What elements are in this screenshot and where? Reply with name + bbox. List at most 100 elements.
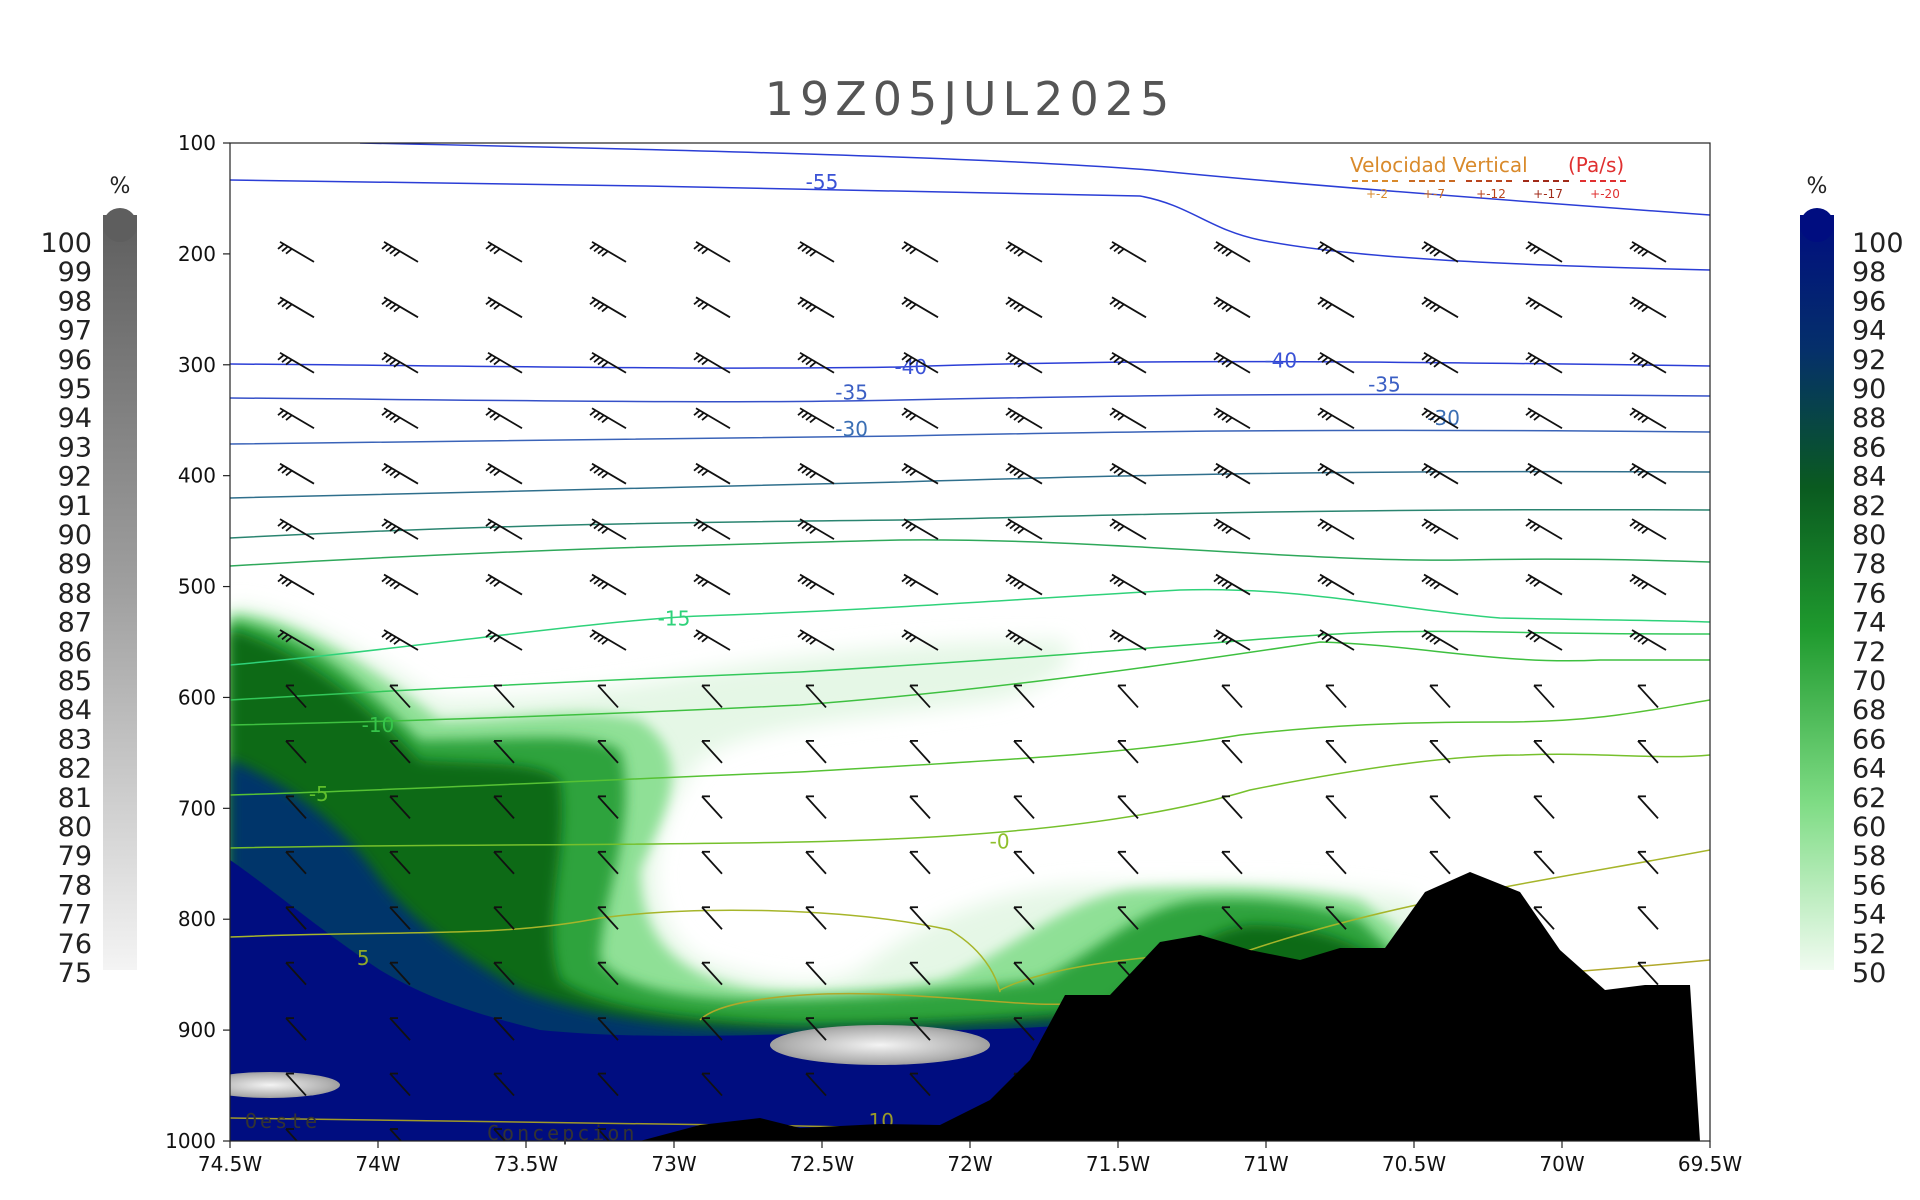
wind-barb: [1117, 850, 1139, 875]
wind-barb: [381, 629, 419, 651]
left-colorbar-label: 94: [58, 403, 92, 434]
wind-barb: [285, 906, 307, 930]
wind-barb: [589, 296, 627, 319]
wind-barb: [693, 573, 731, 596]
wind-barb: [701, 684, 723, 709]
place-label-oeste: Oeste: [245, 1109, 320, 1133]
right-colorbar-label: 70: [1852, 666, 1886, 697]
wind-barb: [1013, 684, 1035, 709]
wind-barb: [381, 573, 419, 596]
wind-barb: [1109, 518, 1147, 540]
wind-barb: [277, 518, 315, 540]
wind-barb: [901, 296, 939, 319]
wind-barb: [901, 629, 939, 651]
wind-barb: [1637, 684, 1659, 709]
wind-barb: [701, 795, 723, 819]
wind-barb: [1421, 352, 1459, 374]
wind-barb: [285, 961, 307, 986]
wind-barb: [805, 961, 827, 986]
contour-label: -10: [362, 713, 395, 737]
left-colorbar-label: 86: [58, 637, 92, 668]
wind-barb: [485, 241, 523, 263]
wind-barb: [797, 518, 835, 540]
left-colorbar-label: 78: [58, 870, 92, 901]
right-colorbar-label: 92: [1852, 345, 1886, 376]
right-colorbar: % 10098969492908886848280787674727068666…: [1800, 174, 1904, 989]
contour-label: -30: [835, 417, 868, 441]
right-colorbar-label: 50: [1852, 958, 1886, 989]
right-colorbar-label: 80: [1852, 520, 1886, 551]
wind-barb: [1317, 573, 1355, 596]
wind-barb: [1013, 906, 1035, 930]
wind-barb: [1213, 573, 1251, 596]
wind-barb: [1013, 739, 1035, 764]
wind-barb: [701, 850, 723, 875]
wind-barb: [1213, 352, 1251, 374]
left-colorbar-label: 98: [58, 286, 92, 317]
wind-barb: [389, 739, 411, 764]
wind-barb: [277, 241, 315, 263]
wind-barb: [277, 573, 315, 596]
wind-barb: [805, 739, 827, 764]
wind-barb: [797, 352, 835, 374]
right-colorbar-label: 84: [1852, 462, 1886, 493]
right-colorbar-label: 94: [1852, 316, 1886, 347]
wind-barb: [693, 407, 731, 429]
vertical-velocity-unit: (Pa/s): [1568, 153, 1624, 177]
wind-barb: [805, 795, 827, 819]
wind-barb: [901, 241, 939, 263]
wind-barb: [1221, 906, 1243, 930]
wind-barb: [485, 352, 523, 374]
wind-barb: [1629, 462, 1667, 485]
wind-barb: [1325, 906, 1347, 930]
wind-barb: [1317, 518, 1355, 540]
wind-barb: [493, 1072, 515, 1097]
wind-barb: [901, 573, 939, 596]
wind-barb: [285, 684, 307, 709]
contour-label: -15: [658, 607, 691, 631]
wind-barb: [1213, 518, 1251, 540]
wind-barb: [701, 906, 723, 930]
wind-barb: [597, 795, 619, 819]
x-axis: 74.5W 74W 73.5W 73W 72.5W 72W 71.5W 71W 70.5W 70W…: [198, 1141, 1742, 1176]
x-tick-label: 71W: [1243, 1152, 1288, 1176]
wind-barb: [1013, 1017, 1035, 1041]
wind-barb: [589, 518, 627, 540]
wind-barb: [901, 407, 939, 429]
left-colorbar-label: 80: [58, 812, 92, 843]
wind-barb: [1005, 352, 1043, 374]
wind-barb: [1325, 684, 1347, 709]
y-tick-label: 200: [178, 242, 216, 266]
wind-barb: [381, 518, 419, 540]
left-colorbar-label: 84: [58, 695, 92, 726]
wind-barb: [389, 1072, 411, 1097]
y-tick-label: 700: [178, 796, 216, 820]
wind-barb: [597, 684, 619, 709]
wind-barb: [277, 462, 315, 485]
left-colorbar-label: 89: [58, 549, 92, 580]
wind-barb: [1533, 739, 1555, 764]
wind-barb: [1109, 462, 1147, 485]
wind-barb: [1421, 573, 1459, 596]
right-colorbar-label: 76: [1852, 578, 1886, 609]
left-colorbar-label: 77: [58, 900, 92, 931]
left-colorbar-label: 85: [58, 666, 92, 697]
wind-barb: [1429, 739, 1451, 764]
wind-barb: [381, 241, 419, 263]
wind-barb: [277, 629, 315, 651]
wind-barb: [1629, 407, 1667, 429]
wind-barb: [693, 241, 731, 263]
right-colorbar-label: 78: [1852, 549, 1886, 580]
wind-barb: [1421, 241, 1459, 263]
wind-barb: [1637, 961, 1659, 986]
wind-barb: [909, 684, 931, 709]
left-colorbar-label: 75: [58, 958, 92, 989]
x-tick-label: 71.5W: [1086, 1152, 1151, 1176]
wind-barb: [1629, 352, 1667, 374]
wind-barb: [909, 1017, 931, 1041]
wind-barb: [909, 850, 931, 875]
left-colorbar-label: 92: [58, 462, 92, 493]
left-colorbar-label: 96: [58, 345, 92, 376]
wind-barb: [909, 1072, 931, 1097]
